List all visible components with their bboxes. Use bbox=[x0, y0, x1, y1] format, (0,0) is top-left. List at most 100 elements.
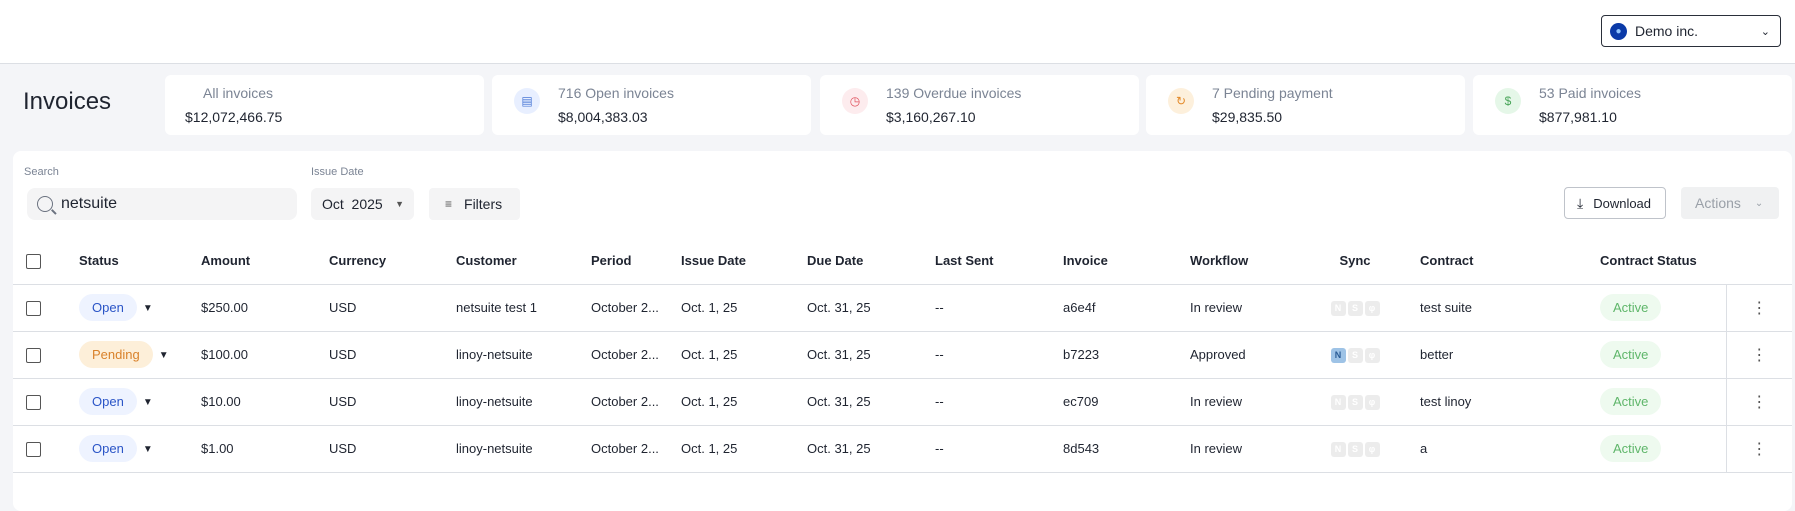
row-checkbox[interactable] bbox=[26, 441, 41, 457]
caret-down-icon[interactable]: ▼ bbox=[142, 444, 153, 456]
issue-date-cell: Oct. 1, 25 bbox=[681, 378, 807, 426]
select-all-checkbox[interactable] bbox=[26, 253, 41, 269]
summary-label: 7 Pending payment bbox=[1212, 85, 1333, 101]
more-options-icon[interactable]: ⋮ bbox=[1725, 284, 1792, 332]
last-sent-cell: -- bbox=[935, 284, 1063, 332]
column-header[interactable]: Due Date bbox=[807, 238, 935, 285]
summary-card[interactable]: All invoices $12,072,466.75 bbox=[165, 75, 484, 135]
more-options-icon[interactable]: ⋮ bbox=[1725, 378, 1792, 426]
stripe-icon[interactable]: S bbox=[1347, 394, 1363, 410]
download-icon: ⤓ bbox=[1577, 194, 1584, 211]
status-badge[interactable]: Open bbox=[79, 294, 137, 321]
amount-cell: $10.00 bbox=[201, 378, 329, 426]
workflow-cell: Approved bbox=[1190, 331, 1290, 379]
quickbooks-icon[interactable]: φ bbox=[1364, 394, 1380, 410]
contract-status-cell: Active bbox=[1600, 425, 1726, 473]
dollar-icon: $ bbox=[1495, 88, 1521, 114]
status-badge[interactable]: Open bbox=[79, 388, 137, 415]
stripe-icon[interactable]: S bbox=[1347, 347, 1363, 363]
row-checkbox[interactable] bbox=[26, 347, 41, 363]
column-header[interactable]: Customer bbox=[456, 238, 591, 285]
summary-label: All invoices bbox=[203, 85, 274, 101]
due-date-cell: Oct. 31, 25 bbox=[807, 284, 935, 332]
quickbooks-icon[interactable]: φ bbox=[1364, 347, 1380, 363]
contract-status-cell: Active bbox=[1600, 284, 1726, 332]
last-sent-cell: -- bbox=[935, 378, 1063, 426]
organization-selector[interactable]: ● Demo inc. ⌄ bbox=[1601, 15, 1781, 47]
table-row[interactable]: Open ▼ $1.00 USD linoy-netsuite October 2… bbox=[13, 425, 1792, 473]
summary-card[interactable]: $53 Paid invoices $877,981.10 bbox=[1473, 75, 1792, 135]
table-row[interactable]: Open ▼ $250.00 USD netsuite test 1 Octobe… bbox=[13, 284, 1792, 332]
status-badge[interactable]: Pending bbox=[79, 341, 153, 368]
status-cell: Open ▼ bbox=[79, 425, 201, 473]
column-header[interactable]: Issue Date bbox=[681, 238, 807, 285]
column-header[interactable]: Amount bbox=[201, 238, 329, 285]
last-sent-cell: -- bbox=[935, 331, 1063, 379]
invoice-cell[interactable]: 8d543 bbox=[1063, 425, 1190, 473]
caret-down-icon[interactable]: ▼ bbox=[142, 303, 153, 315]
currency-cell: USD bbox=[329, 331, 456, 379]
last-sent-cell: -- bbox=[935, 425, 1063, 473]
user-icon: ● bbox=[1610, 22, 1627, 40]
column-header[interactable]: Contract Status bbox=[1600, 238, 1726, 285]
currency-cell: USD bbox=[329, 284, 456, 332]
status-cell: Pending ▼ bbox=[79, 331, 201, 379]
netsuite-icon[interactable]: N bbox=[1330, 347, 1346, 363]
issue-date-value: Oct 2025 bbox=[322, 196, 383, 212]
invoices-table: Status Amount Currency Customer Period Issue … bbox=[13, 238, 1792, 473]
customer-cell: linoy-netsuite bbox=[456, 378, 591, 426]
summary-card[interactable]: ▤ 716 Open invoices $8,004,383.03 bbox=[492, 75, 811, 135]
table-row[interactable]: Pending ▼ $100.00 USD linoy-netsuite Octo… bbox=[13, 331, 1792, 379]
filters-button[interactable]: ≡ Filters bbox=[429, 188, 520, 220]
netsuite-icon[interactable]: N bbox=[1330, 441, 1346, 457]
quickbooks-icon[interactable]: φ bbox=[1364, 300, 1380, 316]
column-header[interactable]: Workflow bbox=[1190, 238, 1290, 285]
actions-button[interactable]: Actions ⌄ bbox=[1681, 187, 1779, 219]
row-checkbox[interactable] bbox=[26, 394, 41, 410]
caret-down-icon[interactable]: ▼ bbox=[142, 397, 153, 409]
search-input[interactable]: netsuite bbox=[27, 188, 297, 220]
search-label: Search bbox=[24, 166, 59, 178]
customer-cell: netsuite test 1 bbox=[456, 284, 591, 332]
filters-label: Filters bbox=[464, 196, 503, 212]
column-header[interactable]: Sync bbox=[1290, 238, 1420, 285]
stripe-icon[interactable]: S bbox=[1347, 300, 1363, 316]
due-date-cell: Oct. 31, 25 bbox=[807, 378, 935, 426]
invoice-cell[interactable]: ec709 bbox=[1063, 378, 1190, 426]
amount-cell: $100.00 bbox=[201, 331, 329, 379]
select-cell bbox=[13, 425, 79, 473]
caret-down-icon[interactable]: ▼ bbox=[158, 350, 169, 362]
more-options-icon[interactable]: ⋮ bbox=[1725, 425, 1792, 473]
quickbooks-icon[interactable]: φ bbox=[1364, 441, 1380, 457]
actions-label: Actions bbox=[1695, 195, 1741, 211]
summary-value: $29,835.50 bbox=[1212, 109, 1283, 125]
search-value: netsuite bbox=[61, 195, 118, 212]
column-header[interactable]: Period bbox=[591, 238, 681, 285]
download-button[interactable]: ⤓ Download bbox=[1564, 187, 1666, 219]
contract-cell: test suite bbox=[1420, 284, 1600, 332]
due-date-cell: Oct. 31, 25 bbox=[807, 331, 935, 379]
column-header[interactable]: Currency bbox=[329, 238, 456, 285]
column-header[interactable]: Last Sent bbox=[935, 238, 1063, 285]
summary-card[interactable]: ↻ 7 Pending payment $29,835.50 bbox=[1146, 75, 1465, 135]
column-header[interactable]: Invoice bbox=[1063, 238, 1190, 285]
summary-value: $877,981.10 bbox=[1539, 109, 1617, 125]
stripe-icon[interactable]: S bbox=[1347, 441, 1363, 457]
summary-card[interactable]: ◷ 139 Overdue invoices $3,160,267.10 bbox=[820, 75, 1139, 135]
invoice-cell[interactable]: a6e4f bbox=[1063, 284, 1190, 332]
netsuite-icon[interactable]: N bbox=[1330, 394, 1346, 410]
issue-date-cell: Oct. 1, 25 bbox=[681, 284, 807, 332]
status-badge[interactable]: Open bbox=[79, 435, 137, 462]
period-cell: October 2... bbox=[591, 378, 681, 426]
column-header[interactable]: Status bbox=[79, 238, 201, 285]
row-checkbox[interactable] bbox=[26, 300, 41, 316]
netsuite-icon[interactable]: N bbox=[1330, 300, 1346, 316]
more-options-icon[interactable]: ⋮ bbox=[1725, 331, 1792, 379]
invoice-cell[interactable]: b7223 bbox=[1063, 331, 1190, 379]
column-header[interactable]: Contract bbox=[1420, 238, 1600, 285]
issue-date-select[interactable]: Oct 2025 ▼ bbox=[311, 188, 414, 220]
table-row[interactable]: Open ▼ $10.00 USD linoy-netsuite October … bbox=[13, 378, 1792, 426]
contract-status-badge: Active bbox=[1600, 294, 1662, 321]
